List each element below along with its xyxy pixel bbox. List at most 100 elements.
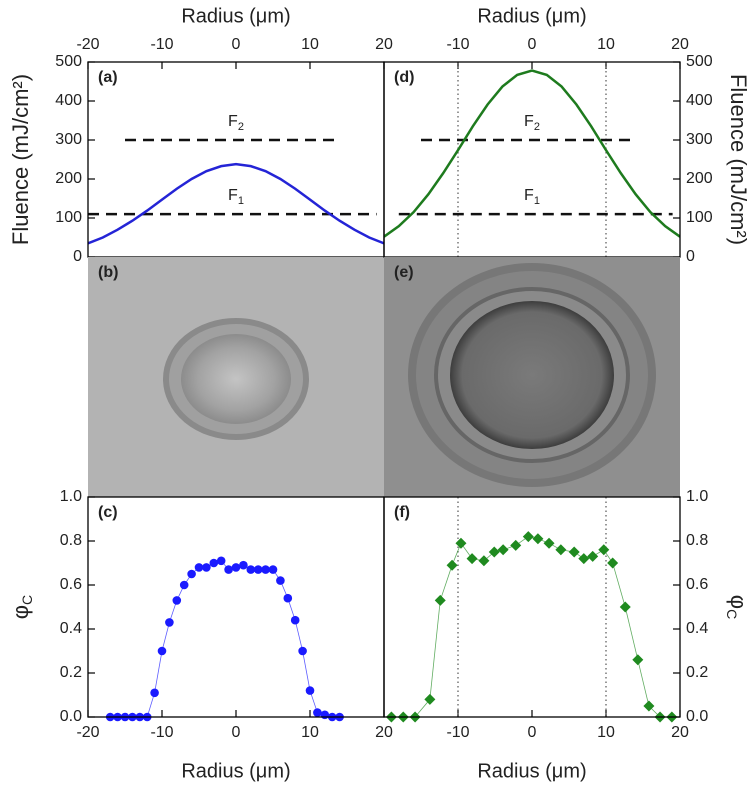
data-point <box>619 601 631 613</box>
y-axis-title-sub: C <box>724 609 740 619</box>
x-tick-label: 20 <box>375 36 393 53</box>
y-tick-label: 500 <box>686 53 713 70</box>
x-tick-label: 0 <box>232 36 241 53</box>
data-point <box>424 693 436 705</box>
x-tick-label: 10 <box>301 36 319 53</box>
y-axis-title: φC <box>724 595 751 619</box>
data-point <box>187 569 196 579</box>
panel-label: (c) <box>98 504 118 521</box>
data-point <box>313 708 322 717</box>
y-axis-title-main: Fluence (mJ/cm²) <box>726 74 751 245</box>
data-point <box>216 556 226 566</box>
x-tick-label: 20 <box>671 36 689 53</box>
y-tick-label: 0.0 <box>60 708 82 725</box>
x-tick-label: 0 <box>528 36 537 53</box>
data-point <box>497 544 509 556</box>
data-point <box>510 539 522 551</box>
data-point <box>224 565 233 574</box>
x-tick-label: 0 <box>232 724 241 741</box>
data-point <box>543 537 555 549</box>
y-tick-label: 200 <box>55 170 82 187</box>
y-tick-label: 300 <box>686 131 713 148</box>
threshold-label-main: F <box>524 187 534 204</box>
threshold-label-main: F <box>524 113 534 130</box>
y-tick-label: 200 <box>686 170 713 187</box>
threshold-label-sub: 1 <box>238 195 244 207</box>
data-point <box>157 646 167 656</box>
threshold-label-sub: 2 <box>238 121 244 133</box>
y-tick-label: 300 <box>55 131 82 148</box>
x-tick-label: 10 <box>597 724 615 741</box>
data-point <box>298 646 307 656</box>
data-point <box>276 576 285 585</box>
y-tick-label: 0.4 <box>60 620 82 637</box>
data-point <box>446 559 458 571</box>
x-tick-label: -10 <box>150 36 173 53</box>
y-tick-label: 0.0 <box>686 708 708 725</box>
data-point <box>555 544 567 556</box>
threshold-label-sub: 1 <box>534 195 540 207</box>
connector-line <box>110 560 340 718</box>
data-point <box>598 544 610 556</box>
data-point <box>261 565 270 574</box>
y-tick-label: 1.0 <box>60 488 82 505</box>
y-axis-title: φC <box>8 595 35 619</box>
x-tick-label: 20 <box>671 724 689 741</box>
threshold-label: F2 <box>524 113 540 133</box>
data-point <box>305 686 315 695</box>
plot-frame <box>87 61 385 258</box>
data-point <box>231 563 241 572</box>
y-tick-label: 100 <box>55 209 82 226</box>
data-point <box>165 618 174 627</box>
threshold-label-sub: 2 <box>534 121 540 133</box>
panel-label: (f) <box>394 504 410 521</box>
y-axis-title-main: φ <box>8 605 33 619</box>
data-point <box>587 550 599 562</box>
threshold-label: F2 <box>228 113 244 133</box>
x-tick-label: 20 <box>375 724 393 741</box>
y-tick-label: 0.8 <box>686 532 708 549</box>
data-point <box>179 580 189 590</box>
y-axis-title-sub: C <box>19 595 35 605</box>
x-axis-title: Radius (μm) <box>477 5 586 27</box>
plot-frame <box>383 496 681 718</box>
y-axis-title-main: Fluence (mJ/cm²) <box>8 74 33 245</box>
x-tick-label: 0 <box>528 724 537 741</box>
data-point <box>578 553 590 565</box>
data-point <box>532 533 544 545</box>
panel-label: (d) <box>394 69 414 86</box>
panel-label: (b) <box>98 264 118 281</box>
data-point <box>522 531 534 543</box>
x-axis-title: Radius (μm) <box>477 760 586 782</box>
plot-frame <box>87 496 385 718</box>
y-tick-label: 400 <box>686 92 713 109</box>
y-tick-label: 500 <box>55 53 82 70</box>
x-tick-label: 10 <box>301 724 319 741</box>
threshold-label: F1 <box>524 187 540 207</box>
x-tick-label: -10 <box>150 724 173 741</box>
data-point <box>488 546 500 558</box>
x-tick-label: -10 <box>446 724 469 741</box>
data-point <box>246 565 256 574</box>
y-axis-title-main: φ <box>726 595 751 609</box>
data-point <box>320 710 330 720</box>
data-point <box>172 596 182 605</box>
data-point <box>290 615 300 625</box>
data-point <box>478 555 490 567</box>
y-axis-title: Fluence (mJ/cm²) <box>726 74 751 245</box>
panel-label: (e) <box>394 264 414 281</box>
connector-line <box>391 536 672 718</box>
x-axis-title: Radius (μm) <box>181 5 290 27</box>
threshold-label-main: F <box>228 113 238 130</box>
data-point <box>268 565 278 574</box>
x-tick-label: -10 <box>446 36 469 53</box>
data-point <box>632 654 644 666</box>
y-tick-label: 0.6 <box>686 576 708 593</box>
y-tick-label: 0.2 <box>60 664 82 681</box>
crater <box>450 301 614 449</box>
data-point <box>194 563 204 572</box>
data-point <box>253 565 263 574</box>
data-point <box>202 563 211 572</box>
x-tick-label: -20 <box>76 36 99 53</box>
threshold-label-main: F <box>228 187 238 204</box>
